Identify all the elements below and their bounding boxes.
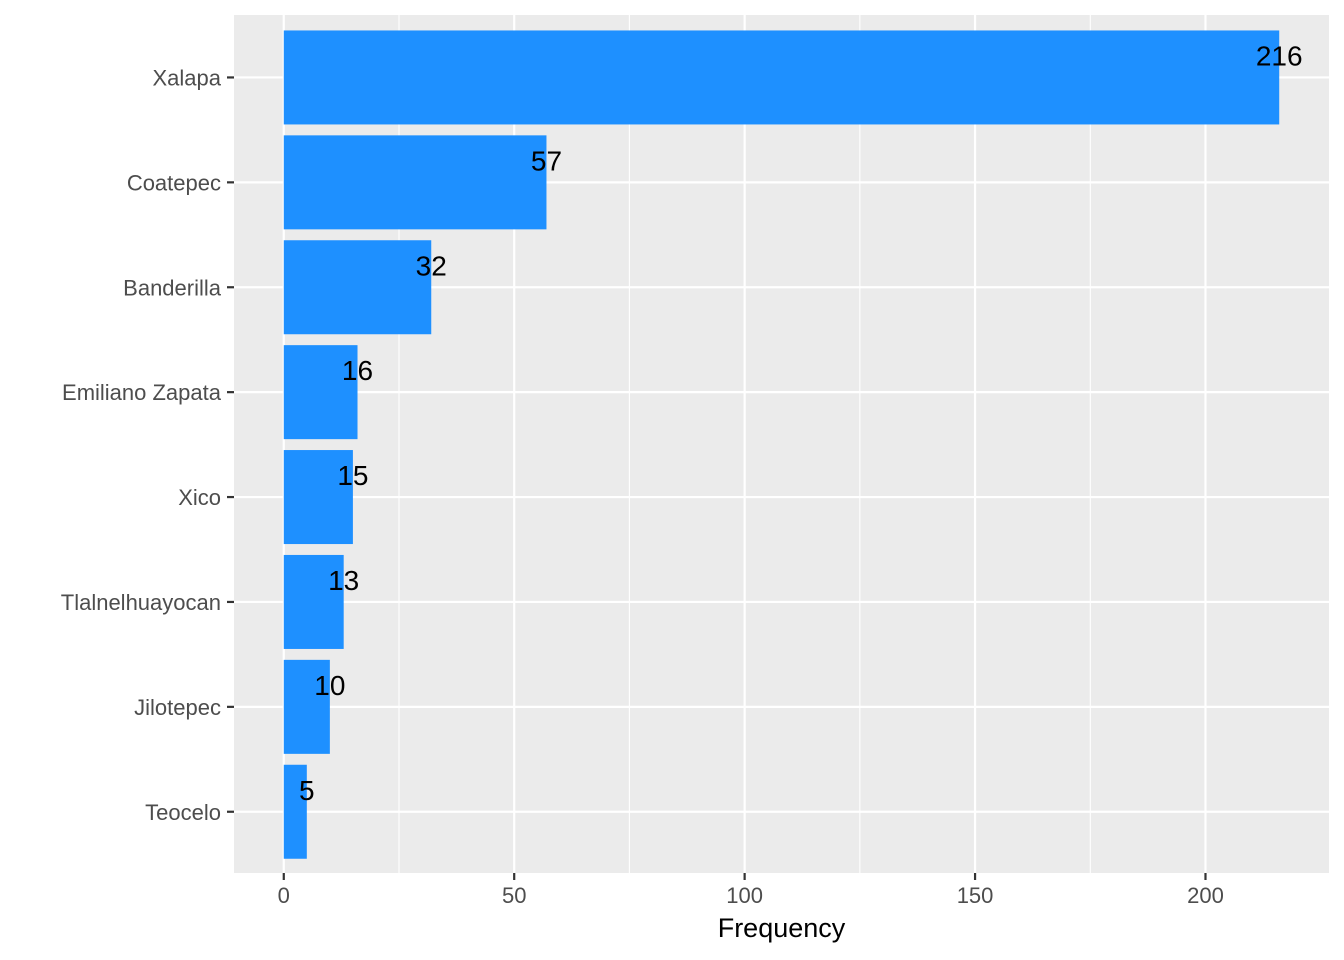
bar-value-label: 15 <box>337 460 368 491</box>
x-tick-label: 50 <box>502 883 526 908</box>
y-tick-label: Banderilla <box>123 275 222 300</box>
x-tick-label: 0 <box>278 883 290 908</box>
y-tick-label: Emiliano Zapata <box>62 380 222 405</box>
bar-value-labels: 216 57 32 16 15 13 10 5 <box>299 40 1303 805</box>
x-axis: 0 50 100 150 200 <box>278 873 1224 908</box>
bar-value-label: 216 <box>1256 40 1303 71</box>
bar <box>283 240 432 335</box>
x-axis-title: Frequency <box>718 913 846 943</box>
x-tick-label: 100 <box>726 883 763 908</box>
y-tick-label: Xico <box>178 485 221 510</box>
x-tick-label: 150 <box>957 883 994 908</box>
bar-value-label: 13 <box>328 565 359 596</box>
y-tick-label: Tlalnelhuayocan <box>61 590 221 615</box>
y-tick-label: Xalapa <box>152 65 221 90</box>
bar-value-label: 32 <box>416 250 447 281</box>
y-tick-label: Coatepec <box>127 170 221 195</box>
bar <box>283 345 358 440</box>
bar <box>283 450 353 545</box>
bar-value-label: 16 <box>342 355 373 386</box>
y-tick-label: Teocelo <box>145 800 221 825</box>
bars <box>283 30 1280 859</box>
bar <box>283 764 307 859</box>
bar-value-label: 10 <box>314 670 345 701</box>
y-axis: Xalapa Coatepec Banderilla Emiliano Zapata X… <box>61 65 234 825</box>
x-tick-label: 200 <box>1187 883 1224 908</box>
bar <box>283 659 330 754</box>
bar-value-label: 57 <box>531 145 562 176</box>
y-tick-label: Jilotepec <box>134 695 221 720</box>
bar <box>283 135 547 230</box>
bar <box>283 30 1280 125</box>
bar <box>283 554 344 649</box>
bar-value-label: 5 <box>299 775 315 806</box>
